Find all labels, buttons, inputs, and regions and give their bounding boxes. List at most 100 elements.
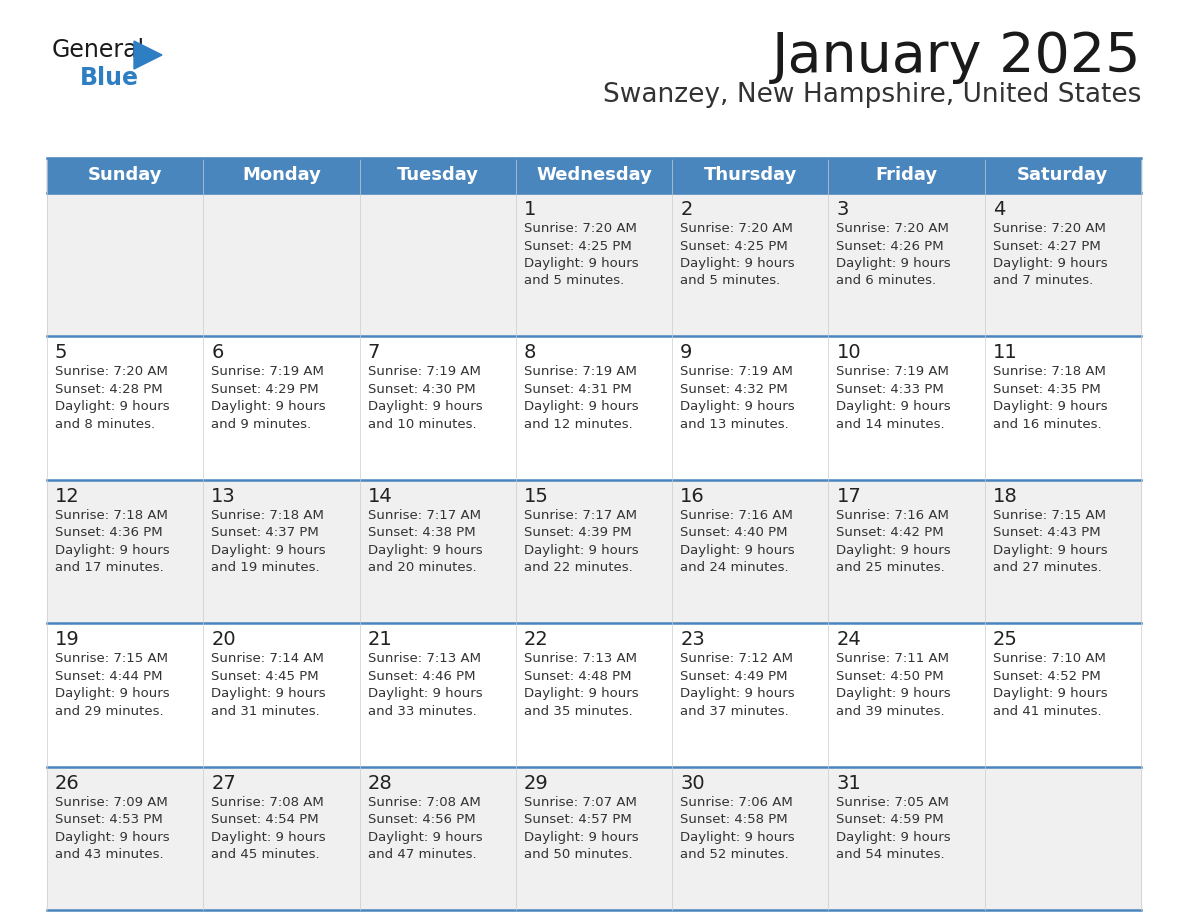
Text: 12: 12 — [55, 487, 80, 506]
Text: Sunrise: 7:16 AM
Sunset: 4:40 PM
Daylight: 9 hours
and 24 minutes.: Sunrise: 7:16 AM Sunset: 4:40 PM Dayligh… — [681, 509, 795, 575]
Bar — [203, 193, 360, 336]
Text: Sunrise: 7:20 AM
Sunset: 4:28 PM
Daylight: 9 hours
and 8 minutes.: Sunrise: 7:20 AM Sunset: 4:28 PM Dayligh… — [55, 365, 170, 431]
Text: Sunrise: 7:20 AM
Sunset: 4:27 PM
Daylight: 9 hours
and 7 minutes.: Sunrise: 7:20 AM Sunset: 4:27 PM Dayligh… — [993, 222, 1107, 287]
Text: 17: 17 — [836, 487, 861, 506]
Text: Sunrise: 7:19 AM
Sunset: 4:31 PM
Daylight: 9 hours
and 12 minutes.: Sunrise: 7:19 AM Sunset: 4:31 PM Dayligh… — [524, 365, 638, 431]
Bar — [985, 480, 1140, 623]
Text: 15: 15 — [524, 487, 549, 506]
Bar — [672, 480, 828, 623]
Bar — [672, 767, 828, 910]
Text: Sunrise: 7:18 AM
Sunset: 4:36 PM
Daylight: 9 hours
and 17 minutes.: Sunrise: 7:18 AM Sunset: 4:36 PM Dayligh… — [55, 509, 170, 575]
Text: 29: 29 — [524, 774, 549, 792]
Text: 13: 13 — [211, 487, 236, 506]
Text: 30: 30 — [681, 774, 704, 792]
Text: Sunrise: 7:15 AM
Sunset: 4:43 PM
Daylight: 9 hours
and 27 minutes.: Sunrise: 7:15 AM Sunset: 4:43 PM Dayligh… — [993, 509, 1107, 575]
Text: Sunrise: 7:19 AM
Sunset: 4:30 PM
Daylight: 9 hours
and 10 minutes.: Sunrise: 7:19 AM Sunset: 4:30 PM Dayligh… — [367, 365, 482, 431]
Text: Saturday: Saturday — [1017, 166, 1108, 185]
Text: 19: 19 — [55, 630, 80, 649]
Text: 4: 4 — [993, 200, 1005, 219]
Polygon shape — [134, 41, 162, 69]
Text: Sunrise: 7:20 AM
Sunset: 4:26 PM
Daylight: 9 hours
and 6 minutes.: Sunrise: 7:20 AM Sunset: 4:26 PM Dayligh… — [836, 222, 952, 287]
Bar — [203, 480, 360, 623]
Bar — [48, 336, 203, 480]
Bar — [360, 767, 516, 910]
Text: Sunrise: 7:16 AM
Sunset: 4:42 PM
Daylight: 9 hours
and 25 minutes.: Sunrise: 7:16 AM Sunset: 4:42 PM Dayligh… — [836, 509, 952, 575]
Text: Sunrise: 7:08 AM
Sunset: 4:56 PM
Daylight: 9 hours
and 47 minutes.: Sunrise: 7:08 AM Sunset: 4:56 PM Dayligh… — [367, 796, 482, 861]
Bar — [985, 767, 1140, 910]
Text: 20: 20 — [211, 630, 236, 649]
Text: 5: 5 — [55, 343, 68, 363]
Bar — [360, 336, 516, 480]
Bar — [48, 158, 203, 193]
Bar — [48, 480, 203, 623]
Text: 11: 11 — [993, 343, 1017, 363]
Bar — [203, 623, 360, 767]
Text: Wednesday: Wednesday — [536, 166, 652, 185]
Text: Sunrise: 7:18 AM
Sunset: 4:35 PM
Daylight: 9 hours
and 16 minutes.: Sunrise: 7:18 AM Sunset: 4:35 PM Dayligh… — [993, 365, 1107, 431]
Bar — [828, 623, 985, 767]
Text: Sunrise: 7:07 AM
Sunset: 4:57 PM
Daylight: 9 hours
and 50 minutes.: Sunrise: 7:07 AM Sunset: 4:57 PM Dayligh… — [524, 796, 638, 861]
Text: 3: 3 — [836, 200, 848, 219]
Bar — [48, 767, 203, 910]
Bar — [672, 623, 828, 767]
Bar — [360, 480, 516, 623]
Text: 28: 28 — [367, 774, 392, 792]
Bar — [516, 336, 672, 480]
Bar — [985, 158, 1140, 193]
Text: 24: 24 — [836, 630, 861, 649]
Text: 21: 21 — [367, 630, 392, 649]
Text: Tuesday: Tuesday — [397, 166, 479, 185]
Bar — [516, 158, 672, 193]
Text: Sunrise: 7:08 AM
Sunset: 4:54 PM
Daylight: 9 hours
and 45 minutes.: Sunrise: 7:08 AM Sunset: 4:54 PM Dayligh… — [211, 796, 326, 861]
Text: 1: 1 — [524, 200, 536, 219]
Bar — [48, 623, 203, 767]
Bar — [360, 623, 516, 767]
Text: January 2025: January 2025 — [771, 30, 1140, 84]
Text: 6: 6 — [211, 343, 223, 363]
Bar — [828, 193, 985, 336]
Text: Friday: Friday — [876, 166, 937, 185]
Text: 2: 2 — [681, 200, 693, 219]
Bar — [828, 767, 985, 910]
Bar — [672, 193, 828, 336]
Text: Sunrise: 7:05 AM
Sunset: 4:59 PM
Daylight: 9 hours
and 54 minutes.: Sunrise: 7:05 AM Sunset: 4:59 PM Dayligh… — [836, 796, 952, 861]
Bar — [516, 193, 672, 336]
Bar — [672, 336, 828, 480]
Bar — [360, 193, 516, 336]
Bar — [828, 480, 985, 623]
Text: Sunrise: 7:19 AM
Sunset: 4:32 PM
Daylight: 9 hours
and 13 minutes.: Sunrise: 7:19 AM Sunset: 4:32 PM Dayligh… — [681, 365, 795, 431]
Text: Sunrise: 7:17 AM
Sunset: 4:38 PM
Daylight: 9 hours
and 20 minutes.: Sunrise: 7:17 AM Sunset: 4:38 PM Dayligh… — [367, 509, 482, 575]
Text: 14: 14 — [367, 487, 392, 506]
Bar — [516, 767, 672, 910]
Bar — [828, 158, 985, 193]
Text: Sunrise: 7:20 AM
Sunset: 4:25 PM
Daylight: 9 hours
and 5 minutes.: Sunrise: 7:20 AM Sunset: 4:25 PM Dayligh… — [681, 222, 795, 287]
Text: 22: 22 — [524, 630, 549, 649]
Bar — [203, 767, 360, 910]
Text: 27: 27 — [211, 774, 236, 792]
Bar — [516, 480, 672, 623]
Bar — [985, 623, 1140, 767]
Text: 7: 7 — [367, 343, 380, 363]
Text: 31: 31 — [836, 774, 861, 792]
Bar — [516, 623, 672, 767]
Text: Sunrise: 7:12 AM
Sunset: 4:49 PM
Daylight: 9 hours
and 37 minutes.: Sunrise: 7:12 AM Sunset: 4:49 PM Dayligh… — [681, 652, 795, 718]
Bar — [203, 336, 360, 480]
Text: 8: 8 — [524, 343, 536, 363]
Bar — [360, 158, 516, 193]
Bar — [828, 336, 985, 480]
Text: Monday: Monday — [242, 166, 321, 185]
Text: Sunrise: 7:15 AM
Sunset: 4:44 PM
Daylight: 9 hours
and 29 minutes.: Sunrise: 7:15 AM Sunset: 4:44 PM Dayligh… — [55, 652, 170, 718]
Text: Sunrise: 7:17 AM
Sunset: 4:39 PM
Daylight: 9 hours
and 22 minutes.: Sunrise: 7:17 AM Sunset: 4:39 PM Dayligh… — [524, 509, 638, 575]
Text: Sunrise: 7:09 AM
Sunset: 4:53 PM
Daylight: 9 hours
and 43 minutes.: Sunrise: 7:09 AM Sunset: 4:53 PM Dayligh… — [55, 796, 170, 861]
Text: Sunrise: 7:06 AM
Sunset: 4:58 PM
Daylight: 9 hours
and 52 minutes.: Sunrise: 7:06 AM Sunset: 4:58 PM Dayligh… — [681, 796, 795, 861]
Text: General: General — [52, 38, 145, 62]
Text: Sunrise: 7:20 AM
Sunset: 4:25 PM
Daylight: 9 hours
and 5 minutes.: Sunrise: 7:20 AM Sunset: 4:25 PM Dayligh… — [524, 222, 638, 287]
Text: 9: 9 — [681, 343, 693, 363]
Text: Sunrise: 7:18 AM
Sunset: 4:37 PM
Daylight: 9 hours
and 19 minutes.: Sunrise: 7:18 AM Sunset: 4:37 PM Dayligh… — [211, 509, 326, 575]
Text: 25: 25 — [993, 630, 1018, 649]
Text: 10: 10 — [836, 343, 861, 363]
Text: Sunday: Sunday — [88, 166, 163, 185]
Text: 26: 26 — [55, 774, 80, 792]
Text: Sunrise: 7:13 AM
Sunset: 4:46 PM
Daylight: 9 hours
and 33 minutes.: Sunrise: 7:13 AM Sunset: 4:46 PM Dayligh… — [367, 652, 482, 718]
Text: 18: 18 — [993, 487, 1017, 506]
